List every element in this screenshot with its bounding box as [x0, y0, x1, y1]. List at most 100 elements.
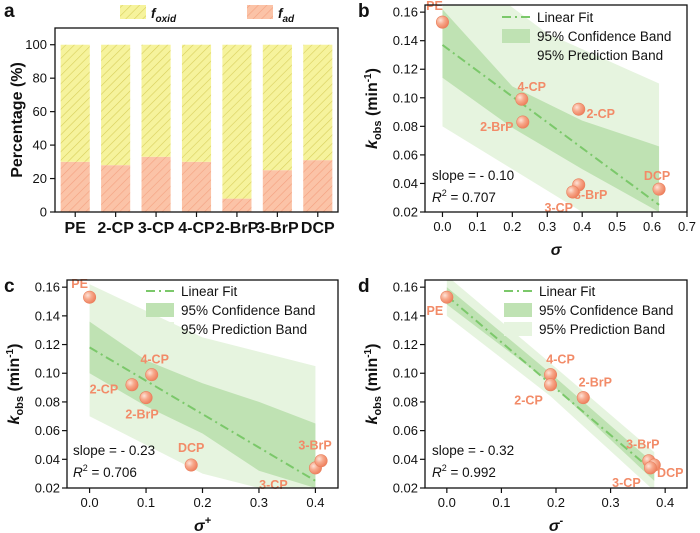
- legend-confidence-swatch: [146, 303, 174, 317]
- r2-symbol: R: [432, 190, 442, 205]
- y-tick-label: 0.10: [393, 366, 418, 381]
- slope-text: slope = - 0.10: [432, 168, 514, 183]
- data-point-2-brp: [139, 391, 153, 405]
- point-label-2-cp: 2-CP: [586, 107, 614, 121]
- point-label-dcp: DCP: [178, 441, 204, 455]
- y-label-sub: obs: [14, 396, 26, 416]
- data-point-4-cp: [515, 92, 529, 106]
- y-tick-label: 0.08: [35, 394, 60, 409]
- y-tick-label: 0.04: [35, 452, 60, 467]
- y-tick-label: 40: [33, 138, 47, 153]
- y-tick-label: 0.14: [35, 308, 60, 323]
- r2-value: = 0.992: [447, 465, 496, 480]
- r2-symbol: R: [73, 465, 83, 480]
- data-point-dcp: [184, 458, 198, 472]
- r-squared-text: R2 = 0.706: [73, 463, 137, 480]
- r2-value: = 0.707: [447, 190, 496, 205]
- y-tick-label: 0.12: [35, 337, 60, 352]
- linear-fit-line: [89, 346, 316, 482]
- point-label-3-cp: 3-CP: [259, 478, 287, 492]
- r2-exp: 2: [83, 463, 88, 473]
- x-tick-label: 0.2: [547, 495, 565, 510]
- y-label-sub: obs: [372, 396, 384, 416]
- point-label-2-cp: 2-CP: [90, 383, 118, 397]
- data-point-3-cp: [643, 461, 657, 475]
- r2-exp: 2: [442, 188, 447, 198]
- point-label-3-brp: 3-BrP: [298, 439, 331, 453]
- y-label-unit: (min: [364, 358, 381, 396]
- x-tick-label: 0.2: [193, 495, 211, 510]
- bar-f-ad-2-cp: [101, 165, 131, 212]
- slope-text: slope = - 0.32: [432, 443, 514, 458]
- y-label-exp: -1: [363, 348, 374, 357]
- y-tick-label: 100: [25, 37, 47, 52]
- x-label-sup: +: [205, 515, 212, 527]
- point-label-2-cp: 2-CP: [514, 394, 542, 408]
- y-label-close: ): [364, 344, 381, 349]
- legend-confidence-label: 95% Confidence Band: [539, 303, 673, 318]
- x-tick-label: 3-BrP: [256, 220, 299, 237]
- y-tick-label: 0: [40, 205, 47, 220]
- legend-label-main: f: [278, 6, 284, 21]
- y-tick-label: 0.02: [35, 481, 60, 496]
- legend-label-main: f: [151, 6, 157, 21]
- linear-fit-line: [441, 44, 660, 206]
- x-axis-label: σ+: [194, 515, 212, 533]
- data-point-2-cp: [125, 378, 139, 392]
- x-tick-label: 0.7: [678, 219, 696, 234]
- x-tick-label: 4-CP: [178, 220, 215, 237]
- y-label-unit: (min: [6, 358, 23, 396]
- legend-prediction-swatch: [504, 322, 532, 336]
- confidence-band: [442, 9, 660, 212]
- x-tick-label: 0.1: [137, 495, 155, 510]
- x-tick-label: 0.6: [643, 219, 661, 234]
- y-tick-label: 0.02: [393, 205, 418, 220]
- legend-prediction-swatch: [146, 322, 174, 336]
- y-tick-label: 0.16: [393, 280, 418, 295]
- legend-prediction-label: 95% Prediction Band: [537, 48, 663, 63]
- bar-f-oxid-2-brp: [222, 44, 252, 199]
- data-point-2-cp: [544, 378, 558, 392]
- y-label-close: ): [6, 344, 23, 349]
- x-tick-label: 0.4: [656, 495, 674, 510]
- r2-value: = 0.706: [88, 465, 137, 480]
- y-axis-label: kobs (min-1): [363, 344, 384, 425]
- x-tick-label: 0.1: [468, 219, 486, 234]
- y-tick-label: 60: [33, 104, 47, 119]
- point-label-dcp: DCP: [644, 169, 670, 183]
- legend-label-f-ad: fad: [278, 6, 295, 25]
- point-label-4-cp: 4-CP: [518, 80, 546, 94]
- plot-area-b: [441, 5, 660, 212]
- y-tick-label: 0.08: [393, 394, 418, 409]
- y-tick-label: 0.06: [393, 423, 418, 438]
- x-tick-label: 0.0: [81, 495, 99, 510]
- confidence-band: [446, 287, 655, 481]
- y-tick-label: 0.08: [393, 119, 418, 134]
- y-label-k: k: [364, 139, 381, 149]
- legend-prediction-label: 95% Prediction Band: [181, 322, 307, 337]
- point-label-2-brp: 2-BrP: [579, 376, 612, 390]
- r-squared-text: R2 = 0.707: [432, 188, 496, 205]
- data-point-3-cp: [566, 185, 580, 199]
- x-tick-label: 2-BrP: [216, 220, 259, 237]
- x-tick-label: 0.4: [573, 219, 591, 234]
- x-tick-label: 2-CP: [97, 220, 134, 237]
- y-axis-label: kobs (min-1): [5, 344, 26, 425]
- r2-exp: 2: [442, 463, 447, 473]
- x-tick-label: DCP: [301, 220, 335, 237]
- bar-f-oxid-pe: [60, 44, 90, 162]
- bar-f-ad-3-cp: [141, 156, 171, 212]
- panel-letter-c: c: [4, 276, 15, 297]
- y-label-close: ): [364, 68, 381, 73]
- legend-fit-label: Linear Fit: [181, 284, 238, 299]
- legend-confidence-swatch: [502, 29, 530, 43]
- legend-label-sub: ad: [283, 14, 296, 25]
- x-label-sup: -: [559, 515, 563, 527]
- legend-fit-label: Linear Fit: [539, 284, 596, 299]
- point-label-4-cp: 4-CP: [140, 353, 168, 367]
- data-point-2-brp: [576, 391, 590, 405]
- legend-confidence-label: 95% Confidence Band: [181, 303, 315, 318]
- bar-f-ad-3-brp: [262, 170, 292, 212]
- x-tick-label: 0.0: [438, 495, 456, 510]
